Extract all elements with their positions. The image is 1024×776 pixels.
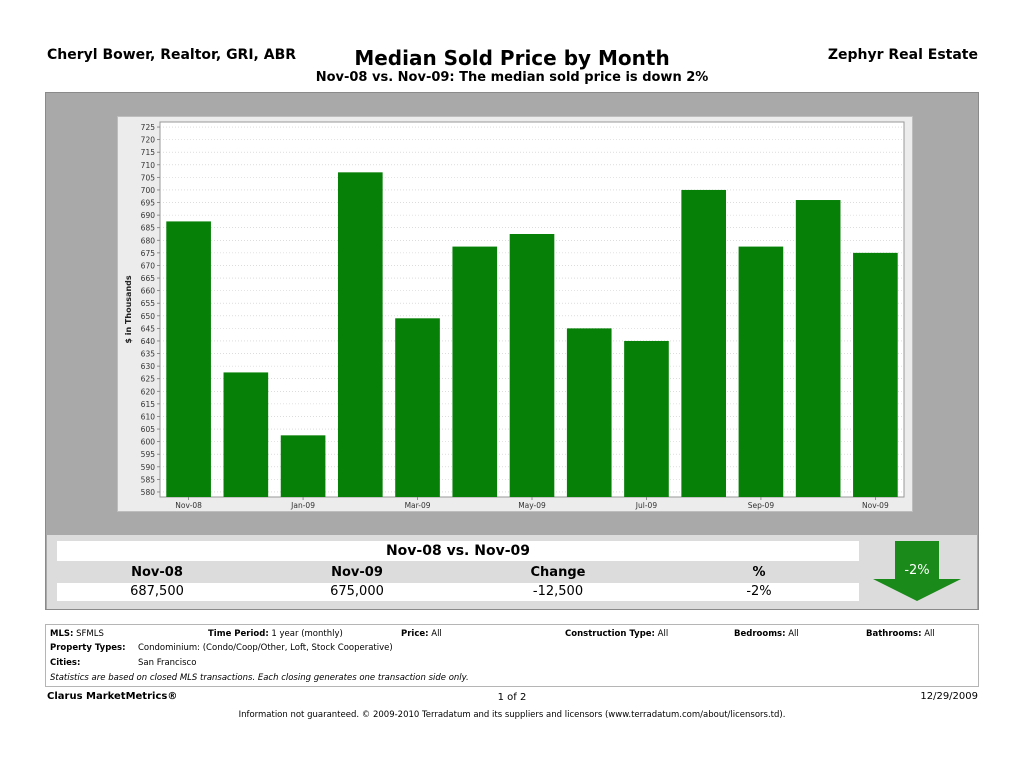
y-tick-label: 585 [141,475,156,484]
change-badge: -2% [904,563,930,578]
criteria-cities-value: San Francisco [138,658,197,668]
brokerage-name: Zephyr Real Estate [827,47,978,63]
page-number: 1 of 2 [497,692,527,703]
agent-name: Cheryl Bower, Realtor, GRI, ABR [47,47,297,63]
y-tick-label: 600 [141,438,156,447]
bar-sep-09 [738,246,784,497]
x-tick-label: May-09 [518,501,546,510]
criteria-mls: MLS: SFMLS [50,629,104,639]
criteria-time-period: Time Period: 1 year (monthly) [208,629,343,639]
y-axis-label: $ in Thousands [124,275,133,344]
x-tick-label: Mar-09 [405,501,431,510]
search-criteria: MLS: SFMLS Time Period: 1 year (monthly)… [45,624,979,687]
x-tick-label: Jul-09 [635,501,658,510]
down-arrow-icon [873,541,961,601]
y-tick-label: 650 [141,312,156,321]
y-tick-label: 720 [141,136,156,145]
y-tick-label: 655 [141,299,156,308]
y-tick-label: 705 [141,173,156,182]
y-tick-label: 630 [141,362,156,371]
bar-feb-09 [337,172,383,497]
criteria-note: Statistics are based on closed MLS trans… [50,673,469,683]
y-tick-label: 695 [141,199,156,208]
summary-header-percent: % [752,565,766,580]
y-tick-label: 610 [141,412,156,421]
criteria-bedrooms: Bedrooms: All [734,629,799,639]
x-tick-label: Nov-09 [862,501,889,510]
criteria-price: Price: All [401,629,442,639]
x-tick-label: Sep-09 [748,501,775,510]
bar-oct-09 [795,200,841,497]
summary-header-end: Nov-09 [331,565,383,580]
summary-value-start: 687,500 [130,584,184,599]
bar-dec-08 [223,372,269,497]
y-tick-label: 665 [141,274,156,283]
footer-brand: Clarus MarketMetrics® [47,691,178,702]
summary-value-percent: -2% [746,584,772,599]
summary-value-end: 675,000 [330,584,384,599]
bar-aug-09 [681,189,727,498]
y-tick-label: 675 [141,249,156,258]
summary-value-change: -12,500 [532,584,584,599]
chart-subtitle: Nov-08 vs. Nov-09: The median sold price… [315,70,709,85]
criteria-property-types-value: Condominium: (Condo/Coop/Other, Loft, St… [138,643,393,653]
summary-header-change: Change [530,565,586,580]
chart-title: Median Sold Price by Month [354,46,670,70]
y-tick-label: 615 [141,400,156,409]
disclaimer: Information not guaranteed. © 2009-2010 … [238,710,786,720]
x-tick-label: Jan-09 [290,501,315,510]
summary-panel: Nov-08 vs. Nov-09 Nov-08 Nov-09 Change %… [47,535,977,609]
y-tick-label: 715 [141,148,156,157]
bar-may-09 [509,233,555,497]
y-tick-label: 635 [141,350,156,359]
y-tick-label: 685 [141,224,156,233]
bar-chart: 580 585 590 595 600 605 610 615 620 625 630 635 640 6… [124,121,905,510]
bar-jun-09 [566,328,612,497]
y-tick-label: 605 [141,425,156,434]
bar-nov-09 [853,252,898,497]
chart-area: 580 585 590 595 600 605 610 615 620 625 630 635 640 6… [117,116,913,512]
summary-header-start: Nov-08 [131,565,183,580]
summary-title: Nov-08 vs. Nov-09 [57,541,859,561]
y-tick-label: 670 [141,261,156,270]
y-tick-label: 595 [141,450,156,459]
bar-jan-09 [280,435,326,497]
summary-values-row [57,583,859,601]
y-tick-label: 700 [141,186,156,195]
x-tick-label: Nov-08 [175,501,202,510]
y-tick-label: 625 [141,375,156,384]
y-tick-label: 690 [141,211,156,220]
bar-apr-09 [452,246,498,497]
y-tick-label: 680 [141,236,156,245]
bar-mar-09 [395,318,440,497]
criteria-property-types-label: Property Types: [50,643,126,653]
bar-jul-09 [624,340,669,497]
y-tick-label: 640 [141,337,156,346]
y-tick-label: 660 [141,287,156,296]
y-tick-label: 590 [141,463,156,472]
y-tick-label: 645 [141,324,156,333]
criteria-bathrooms: Bathrooms: All [866,629,935,639]
bar-nov-08 [166,221,211,497]
y-tick-label: 725 [141,123,156,132]
report-date: 12/29/2009 [920,691,978,702]
y-tick-label: 580 [141,488,156,497]
criteria-cities-label: Cities: [50,658,81,668]
y-tick-label: 710 [141,161,156,170]
criteria-construction-type: Construction Type: All [565,629,669,639]
y-tick-label: 620 [141,387,156,396]
